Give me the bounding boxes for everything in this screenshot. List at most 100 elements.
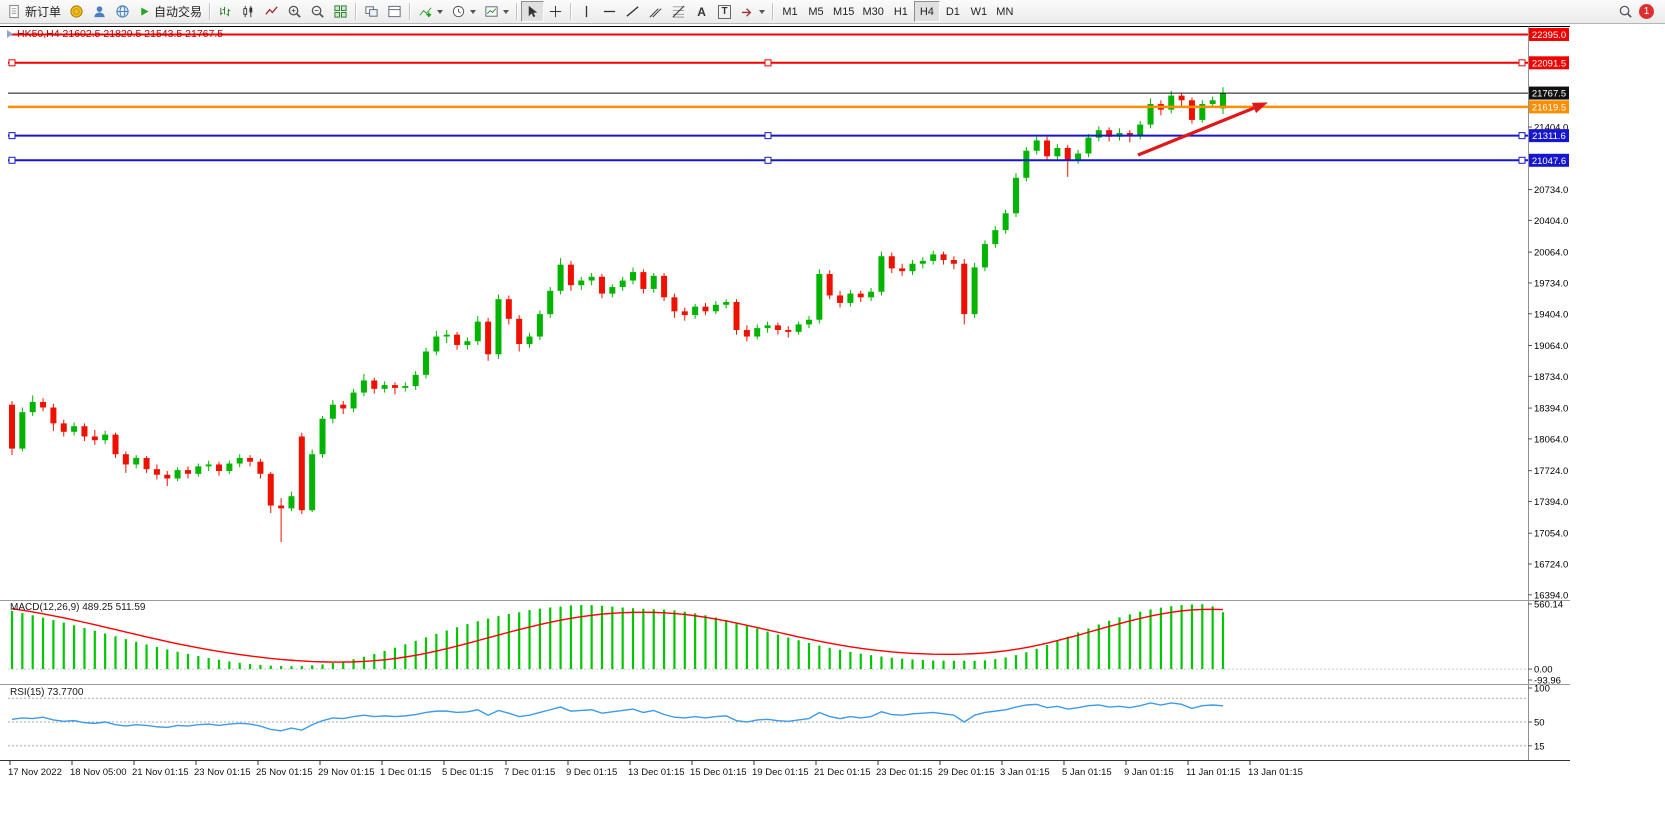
notification-badge[interactable]: 1 (1639, 4, 1654, 19)
dropdown-caret-icon (470, 9, 477, 14)
candle (9, 404, 15, 449)
candle (723, 301, 730, 305)
svg-text:15: 15 (1534, 741, 1545, 752)
text-tool-button[interactable]: A (690, 1, 713, 22)
timeframe-h1-button[interactable]: H1 (888, 1, 914, 22)
candle (381, 385, 388, 389)
candlestick-series (9, 87, 1226, 542)
candle (630, 272, 637, 281)
crosshair-tool-button[interactable] (544, 1, 567, 22)
candle (226, 463, 233, 472)
candle (578, 280, 585, 286)
rewards-button[interactable] (65, 1, 88, 22)
candle (681, 311, 688, 316)
search-button[interactable] (1614, 1, 1637, 22)
horizontal-line-tool-button[interactable] (598, 1, 621, 22)
zoom-in-button[interactable] (283, 1, 306, 22)
candlestick-chart-button[interactable] (237, 1, 260, 22)
chart-canvas[interactable]: 21404.0 20734.0 20404.0 20064.0 19734.0 19404… (0, 24, 1665, 832)
price-badge: 21619.5 (1529, 100, 1569, 114)
templates-button[interactable] (480, 1, 513, 22)
channel-tool-button[interactable] (644, 1, 667, 22)
candle (371, 380, 378, 389)
line-chart-button[interactable] (260, 1, 283, 22)
candle (50, 407, 57, 424)
tile-windows-button[interactable] (329, 1, 352, 22)
dropdown-caret-icon (759, 9, 766, 14)
vertical-line-tool-button[interactable] (575, 1, 598, 22)
candle (485, 321, 492, 355)
candle (640, 272, 647, 289)
candle (29, 401, 36, 413)
svg-text:20404.0: 20404.0 (1534, 216, 1568, 227)
svg-text:9 Dec 01:15: 9 Dec 01:15 (566, 767, 617, 778)
svg-text:23 Nov 01:15: 23 Nov 01:15 (194, 767, 251, 778)
candle (402, 386, 409, 388)
price-badge: 21047.6 (1529, 153, 1569, 167)
svg-text:50: 50 (1534, 718, 1545, 729)
tile-windows-icon (334, 5, 347, 18)
trend-arrow-object[interactable] (1137, 102, 1268, 157)
candle (112, 434, 119, 455)
periods-button[interactable] (447, 1, 480, 22)
cascade-windows-button[interactable] (360, 1, 383, 22)
candle (930, 254, 937, 261)
svg-text:0.00: 0.00 (1534, 665, 1553, 676)
bar-chart-button[interactable] (214, 1, 237, 22)
svg-text:13 Jan 01:15: 13 Jan 01:15 (1248, 767, 1303, 778)
svg-text:22091.5: 22091.5 (1532, 58, 1566, 69)
svg-text:18064.0: 18064.0 (1534, 434, 1568, 445)
cursor-tool-button[interactable] (521, 1, 545, 22)
zoom-out-button[interactable] (306, 1, 329, 22)
candle (526, 336, 533, 345)
chart-window: 21404.0 20734.0 20404.0 20064.0 19734.0 19404… (0, 24, 1665, 832)
timeframe-w1-button[interactable]: W1 (966, 1, 992, 22)
candle (1033, 140, 1040, 151)
candle (40, 401, 47, 408)
dropdown-caret-icon (503, 9, 510, 14)
person-icon (94, 6, 105, 18)
profile-button[interactable] (88, 1, 111, 22)
vertical-line-icon (585, 5, 588, 18)
arrows-tool-button[interactable] (736, 1, 769, 22)
candle (1178, 95, 1185, 101)
timeframe-m5-button[interactable]: M5 (803, 1, 829, 22)
candle (1209, 100, 1216, 105)
svg-text:20064.0: 20064.0 (1534, 248, 1568, 259)
timeframe-h4-button[interactable]: H4 (913, 1, 940, 22)
candle (1168, 95, 1175, 110)
candle (495, 299, 502, 355)
svg-text:21 Nov 01:15: 21 Nov 01:15 (132, 767, 189, 778)
horizontal-line-object[interactable] (8, 132, 1528, 140)
candle (1064, 147, 1071, 161)
window-layout-button[interactable] (383, 1, 406, 22)
candle (1002, 213, 1009, 231)
timeframe-d1-button[interactable]: D1 (940, 1, 966, 22)
candle (1199, 104, 1206, 120)
timeframe-m1-button[interactable]: M1 (777, 1, 803, 22)
indicators-button[interactable] (414, 1, 447, 22)
timeframe-m30-button[interactable]: M30 (858, 1, 887, 22)
candle (91, 436, 98, 441)
toolbar-separator (355, 3, 358, 20)
fibonacci-tool-button[interactable] (667, 1, 690, 22)
svg-text:5 Dec 01:15: 5 Dec 01:15 (442, 767, 493, 778)
horizontal-line-object[interactable] (8, 156, 1528, 164)
candle (454, 334, 461, 345)
community-button[interactable] (111, 1, 134, 22)
label-tool-button[interactable]: T (713, 1, 736, 22)
candle (1054, 147, 1061, 157)
new-order-button[interactable]: 新订单 (3, 1, 65, 22)
zoom-in-icon (288, 5, 301, 18)
horizontal-line-object[interactable] (8, 59, 1528, 67)
toolbar-separator (772, 3, 775, 20)
trendline-tool-button[interactable] (621, 1, 644, 22)
candle (671, 297, 678, 312)
svg-text:17054.0: 17054.0 (1534, 529, 1568, 540)
timeframe-m15-button[interactable]: M15 (829, 1, 858, 22)
candle (516, 318, 523, 345)
auto-trading-button[interactable]: 自动交易 (134, 1, 206, 22)
candle (122, 454, 129, 465)
timeframe-mn-button[interactable]: MN (992, 1, 1018, 22)
candle (309, 454, 316, 511)
